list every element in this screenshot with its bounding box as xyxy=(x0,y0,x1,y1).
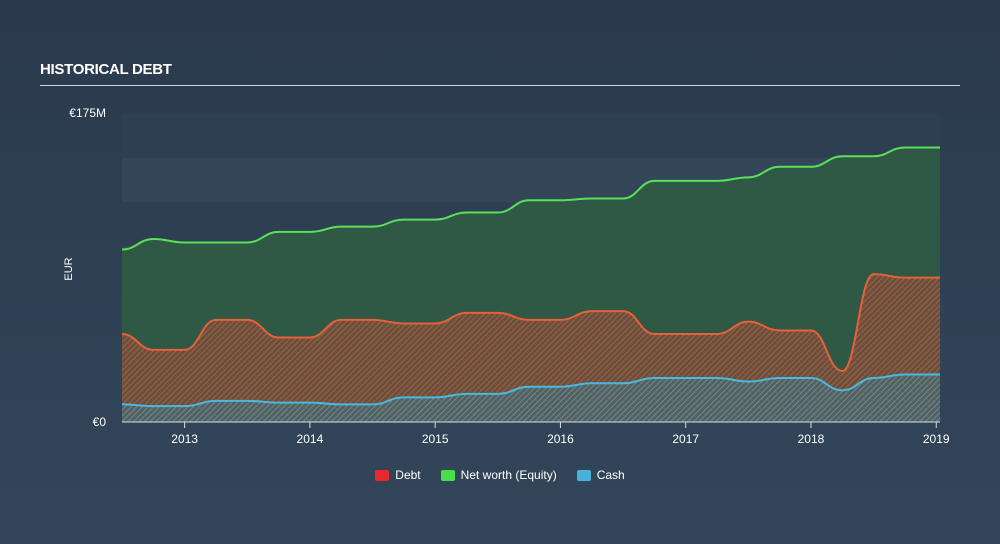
axes: €175M €0 EUR xyxy=(63,106,106,429)
x-tick-label: 2015 xyxy=(422,432,449,446)
x-axis-ticks: 2013 2014 2015 2016 2017 2018 2019 xyxy=(122,421,950,446)
legend-label-debt: Debt xyxy=(395,468,421,482)
line-cash xyxy=(121,373,940,408)
y-tick-label-bottom: €0 xyxy=(93,415,107,429)
line-equity xyxy=(121,146,940,251)
x-tick-label: 2018 xyxy=(798,432,825,446)
legend: Debt Net worth (Equity) Cash xyxy=(0,468,1000,482)
title-divider xyxy=(40,85,960,86)
x-tick-label: 2013 xyxy=(171,432,198,446)
y-tick-label-top: €175M xyxy=(69,106,106,120)
area-cash xyxy=(122,374,940,422)
series-areas xyxy=(122,147,940,422)
chart-title: HISTORICAL DEBT xyxy=(40,61,172,78)
plot-band xyxy=(122,114,940,159)
y-axis-label: EUR xyxy=(63,257,75,280)
x-tick-label: 2017 xyxy=(672,432,699,446)
series-lines xyxy=(121,146,940,408)
line-debt xyxy=(121,273,940,372)
legend-item-debt[interactable]: Debt xyxy=(375,468,421,482)
legend-swatch-equity xyxy=(440,469,455,481)
legend-label-cash: Cash xyxy=(596,468,625,482)
x-tick-label: 2014 xyxy=(297,432,324,446)
legend-label-equity: Net worth (Equity) xyxy=(460,468,557,482)
legend-swatch-debt xyxy=(375,469,390,481)
x-tick-label: 2016 xyxy=(547,432,574,446)
legend-swatch-cash xyxy=(576,469,591,481)
legend-item-equity[interactable]: Net worth (Equity) xyxy=(440,468,557,482)
x-tick-label: 2019 xyxy=(923,432,950,446)
legend-item-cash[interactable]: Cash xyxy=(576,468,625,482)
